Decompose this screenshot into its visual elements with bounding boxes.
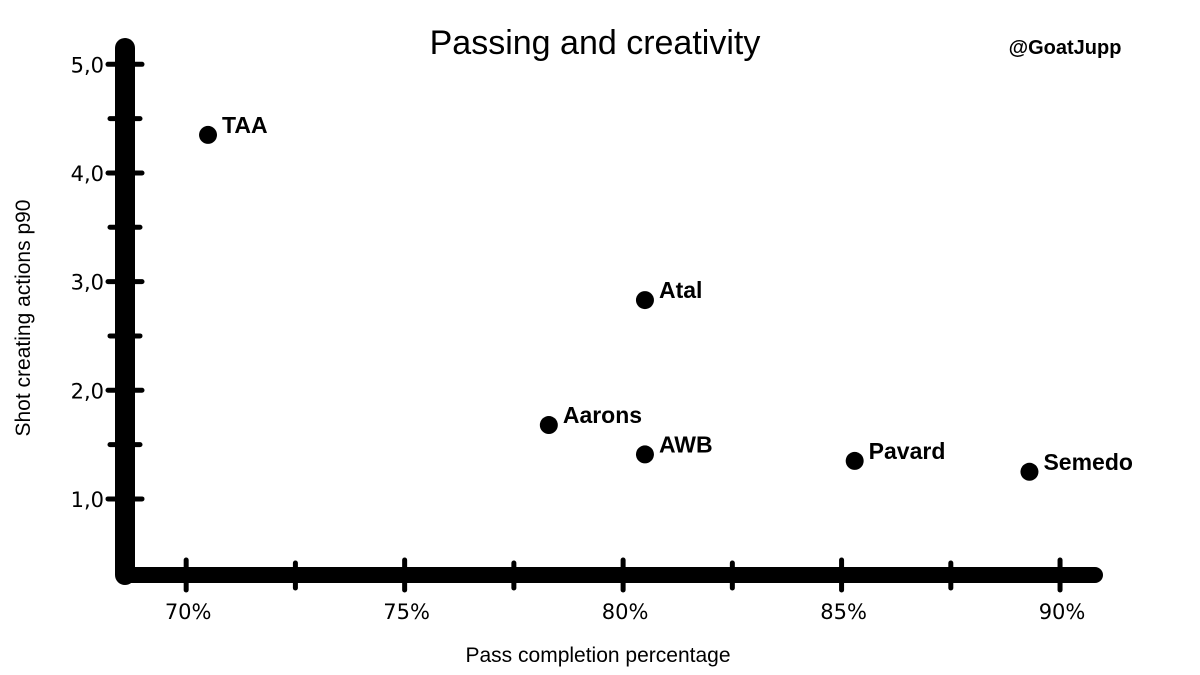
x-tick-label: 75% [383,600,430,624]
point-label: Aarons [563,402,642,428]
ticks: 70% 75% 80% 85% 90% 1,0 2,0 3,0 4,0 5,0 [71,53,1086,624]
data-point [539,416,558,435]
data-point [845,451,864,470]
point-label: Semedo [1043,449,1132,475]
y-tick-label: 3,0 [71,271,104,295]
x-tick-label: 70% [165,600,212,624]
data-point [635,291,654,310]
y-tick-label: 2,0 [71,379,104,403]
data-points: TAA Atal Aarons AWB Pavard Semedo [199,112,1133,481]
y-axis-title: Shot creating actions p90 [12,200,35,437]
x-tick-label: 80% [602,600,649,624]
point-label: TAA [222,112,268,138]
point-label: AWB [659,431,713,457]
y-tick-label: 4,0 [71,162,104,186]
y-tick-label: 1,0 [71,488,104,512]
chart-title: Passing and creativity [430,24,761,62]
y-tick-label: 5,0 [71,53,104,77]
axes [115,38,1103,585]
point-label: Atal [659,277,702,303]
x-tick-label: 85% [820,600,867,624]
data-point [199,125,218,144]
data-point [635,445,654,464]
x-axis-title: Pass completion percentage [466,644,731,667]
author-handle: @GoatJupp [1009,37,1122,59]
data-point [1020,462,1039,481]
point-label: Pavard [869,438,946,464]
x-tick-label: 90% [1039,600,1086,624]
